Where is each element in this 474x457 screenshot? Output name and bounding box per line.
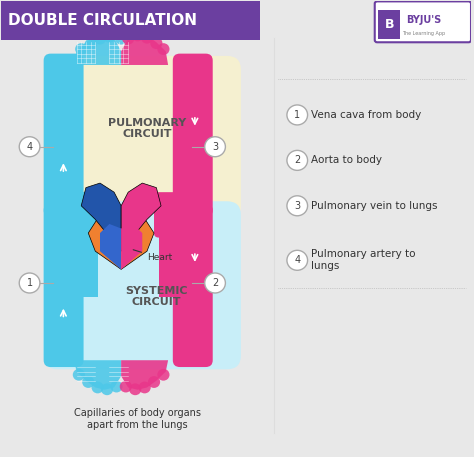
Text: SYSTEMIC
CIRCUIT: SYSTEMIC CIRCUIT bbox=[125, 286, 188, 308]
FancyBboxPatch shape bbox=[72, 192, 102, 238]
FancyBboxPatch shape bbox=[44, 53, 83, 217]
Circle shape bbox=[131, 30, 144, 42]
Text: 1: 1 bbox=[294, 110, 301, 120]
Polygon shape bbox=[121, 224, 142, 269]
Text: 2: 2 bbox=[294, 155, 301, 165]
Polygon shape bbox=[74, 33, 121, 65]
Text: B: B bbox=[384, 18, 394, 31]
Circle shape bbox=[84, 39, 97, 50]
Circle shape bbox=[19, 273, 40, 293]
Text: Pulmonary vein to lungs: Pulmonary vein to lungs bbox=[311, 201, 438, 211]
Polygon shape bbox=[121, 33, 168, 65]
Circle shape bbox=[94, 33, 106, 44]
FancyBboxPatch shape bbox=[375, 1, 471, 42]
FancyBboxPatch shape bbox=[154, 192, 184, 238]
Text: Lung capillaries: Lung capillaries bbox=[97, 7, 179, 17]
Circle shape bbox=[157, 43, 170, 55]
Circle shape bbox=[115, 33, 127, 44]
FancyBboxPatch shape bbox=[44, 201, 241, 369]
Text: BYJU'S: BYJU'S bbox=[406, 16, 442, 26]
FancyBboxPatch shape bbox=[379, 10, 400, 39]
Polygon shape bbox=[121, 360, 168, 390]
Circle shape bbox=[205, 137, 226, 157]
Text: 4: 4 bbox=[27, 142, 33, 152]
Circle shape bbox=[129, 383, 141, 395]
Text: The Learning App: The Learning App bbox=[402, 31, 446, 36]
Polygon shape bbox=[81, 183, 121, 251]
Text: 3: 3 bbox=[294, 201, 301, 211]
Text: 2: 2 bbox=[212, 278, 218, 288]
Text: DOUBLE CIRCULATION: DOUBLE CIRCULATION bbox=[9, 13, 198, 28]
FancyBboxPatch shape bbox=[173, 53, 213, 217]
Circle shape bbox=[150, 37, 163, 49]
Circle shape bbox=[82, 376, 94, 388]
Circle shape bbox=[120, 381, 132, 393]
Text: Aorta to body: Aorta to body bbox=[311, 155, 383, 165]
FancyBboxPatch shape bbox=[44, 203, 83, 367]
Circle shape bbox=[110, 381, 123, 393]
FancyBboxPatch shape bbox=[44, 56, 241, 219]
Text: 4: 4 bbox=[294, 255, 301, 266]
Text: 1: 1 bbox=[27, 278, 33, 288]
Polygon shape bbox=[88, 215, 154, 269]
Circle shape bbox=[148, 376, 160, 388]
Circle shape bbox=[287, 250, 308, 270]
Circle shape bbox=[19, 137, 40, 157]
FancyBboxPatch shape bbox=[1, 1, 260, 40]
Circle shape bbox=[287, 105, 308, 125]
Circle shape bbox=[287, 196, 308, 216]
FancyBboxPatch shape bbox=[159, 201, 180, 297]
Text: Pulmonary artery to
lungs: Pulmonary artery to lungs bbox=[311, 250, 416, 271]
Text: 3: 3 bbox=[212, 142, 218, 152]
Circle shape bbox=[157, 369, 170, 381]
Polygon shape bbox=[100, 224, 121, 269]
FancyBboxPatch shape bbox=[76, 201, 98, 297]
Circle shape bbox=[91, 382, 104, 393]
Text: Vena cava from body: Vena cava from body bbox=[311, 110, 421, 120]
Circle shape bbox=[103, 31, 116, 43]
Circle shape bbox=[141, 32, 153, 43]
Circle shape bbox=[75, 43, 87, 55]
Polygon shape bbox=[121, 183, 161, 251]
Circle shape bbox=[205, 273, 226, 293]
Text: Heart: Heart bbox=[133, 250, 172, 262]
Text: PULMONARY
CIRCUIT: PULMONARY CIRCUIT bbox=[108, 118, 186, 139]
Text: Capillaries of body organs
apart from the lungs: Capillaries of body organs apart from th… bbox=[74, 408, 201, 430]
Circle shape bbox=[122, 33, 134, 44]
FancyBboxPatch shape bbox=[173, 203, 213, 367]
Circle shape bbox=[138, 382, 151, 393]
Circle shape bbox=[101, 383, 113, 395]
Circle shape bbox=[73, 369, 85, 381]
Polygon shape bbox=[74, 360, 121, 390]
Circle shape bbox=[287, 150, 308, 170]
